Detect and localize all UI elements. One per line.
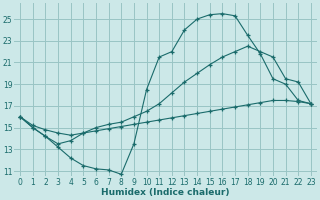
X-axis label: Humidex (Indice chaleur): Humidex (Indice chaleur) <box>101 188 230 197</box>
